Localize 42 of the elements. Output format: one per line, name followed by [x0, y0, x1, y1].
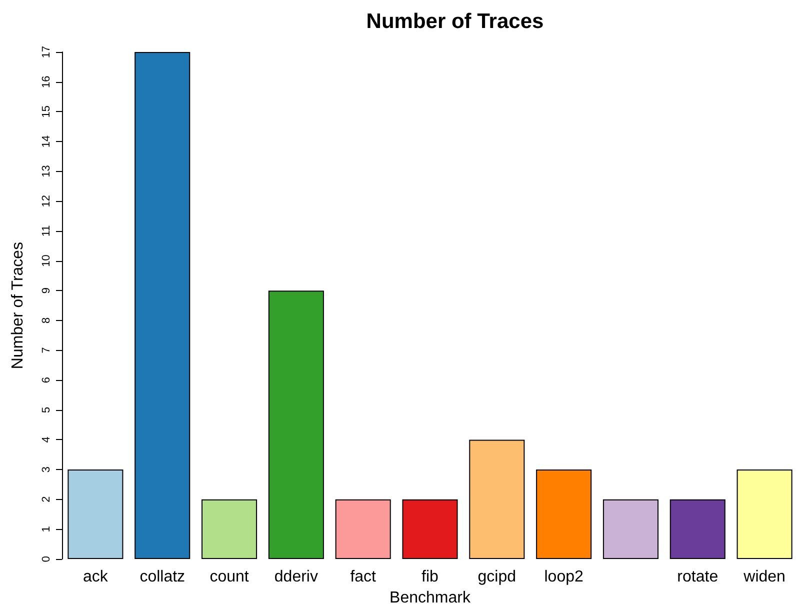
y-tick-label: 8: [40, 317, 52, 324]
y-tick-label: 6: [40, 376, 52, 384]
x-tick-label: ack: [83, 568, 109, 586]
x-tick-label: fact: [350, 568, 377, 586]
bar: [736, 470, 792, 559]
bar: [268, 290, 324, 559]
y-tick-label: 16: [40, 76, 52, 88]
y-tick-label: 7: [40, 347, 52, 354]
y-tick-label: 11: [40, 225, 52, 237]
x-tick-label: fib: [422, 568, 439, 586]
bar: [670, 499, 726, 559]
chart-title: Number of Traces: [366, 10, 544, 33]
x-tick-label: widen: [742, 568, 786, 586]
x-tick-label: count: [210, 568, 250, 586]
y-tick-label: 10: [40, 254, 52, 267]
y-tick-label: 14: [40, 135, 52, 148]
y-tick-label: 4: [40, 436, 52, 443]
y-tick-label: 15: [40, 106, 52, 118]
x-tick-label: loop2: [544, 568, 584, 586]
x-tick-label: dderiv: [274, 568, 318, 586]
bar: [469, 440, 525, 559]
bar: [134, 52, 190, 559]
bar: [536, 470, 592, 559]
y-tick-label: 5: [40, 406, 52, 413]
y-tick-label: 9: [40, 288, 52, 294]
x-tick-label: collatz: [140, 568, 186, 586]
y-axis-title: Number of Traces: [10, 242, 26, 370]
y-tick-label: 3: [40, 466, 52, 473]
x-tick-label: rotate: [677, 568, 718, 586]
y-tick-label: 13: [40, 165, 52, 178]
bar: [68, 470, 124, 559]
y-tick-label: 0: [40, 556, 52, 562]
bar: [402, 499, 458, 559]
bar: [202, 499, 258, 559]
x-tick-label: gcipd: [478, 568, 516, 586]
bar: [602, 499, 658, 559]
bar: [335, 499, 391, 559]
y-tick-label: 1: [40, 526, 52, 532]
y-tick-label: 2: [40, 496, 52, 502]
y-tick-label: 17: [40, 46, 52, 58]
y-tick-label: 12: [40, 194, 52, 208]
x-axis-title: Benchmark: [390, 589, 472, 606]
